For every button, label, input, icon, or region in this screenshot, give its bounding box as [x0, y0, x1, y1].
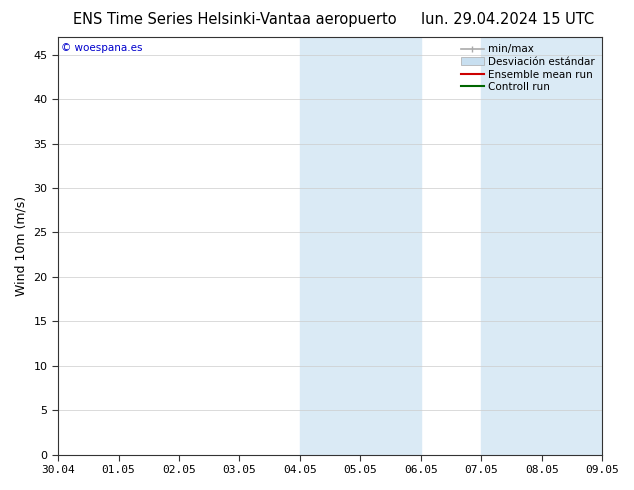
Text: lun. 29.04.2024 15 UTC: lun. 29.04.2024 15 UTC: [420, 12, 594, 27]
Text: © woespana.es: © woespana.es: [61, 43, 142, 53]
Bar: [481, 37, 602, 455]
Legend: min/max, Desviación estándar, Ensemble mean run, Controll run: min/max, Desviación estándar, Ensemble m…: [459, 42, 597, 94]
Y-axis label: Wind 10m (m/s): Wind 10m (m/s): [15, 196, 28, 296]
Text: ENS Time Series Helsinki-Vantaa aeropuerto: ENS Time Series Helsinki-Vantaa aeropuer…: [73, 12, 396, 27]
Bar: [300, 37, 421, 455]
